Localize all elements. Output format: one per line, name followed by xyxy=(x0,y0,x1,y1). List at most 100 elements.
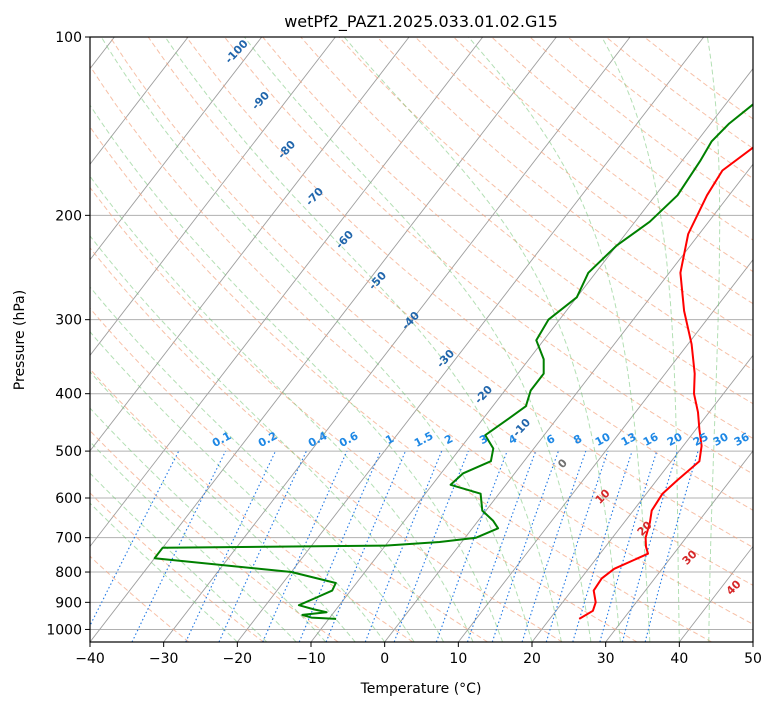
mixing-ratio-line xyxy=(599,450,658,642)
moist-adiabat-line xyxy=(90,371,356,642)
x-tick-label: 40 xyxy=(670,651,688,667)
isotherm-line xyxy=(90,37,557,642)
dry-adiabat-lines xyxy=(90,37,753,642)
mixing-ratio-label: 30 xyxy=(711,430,731,449)
mixing-ratio-line xyxy=(90,450,180,627)
moist-adiabat-line xyxy=(90,286,415,642)
x-tick-label: 30 xyxy=(597,651,615,667)
y-tick-label: 300 xyxy=(55,313,82,329)
dry-adiabat-label: -100 xyxy=(222,37,251,66)
y-axis-label: Pressure (hPa) xyxy=(12,290,28,390)
dry-adiabat-label: -30 xyxy=(434,347,457,371)
x-tick-label: −10 xyxy=(296,651,326,667)
x-axis-label: Temperature (°C) xyxy=(360,681,482,697)
mixing-ratio-line xyxy=(491,450,559,642)
mixing-ratio-line xyxy=(466,450,537,642)
isotherm-line xyxy=(752,641,753,642)
mixing-ratio-line xyxy=(262,450,348,642)
dry-adiabat-line xyxy=(529,37,753,210)
x-tick-label: −40 xyxy=(75,651,105,667)
dry-adiabat-line xyxy=(376,37,753,338)
y-tick-label: 500 xyxy=(55,444,82,460)
isotherm-line xyxy=(384,163,753,642)
mixing-ratio-label: 0.4 xyxy=(306,429,330,450)
isotherm-line xyxy=(605,450,753,642)
y-tick-label: 100 xyxy=(55,30,82,46)
chart-title: wetPf2_PAZ1.2025.033.01.02.G15 xyxy=(284,12,558,32)
x-tick-label: −30 xyxy=(149,651,179,667)
isotherm-line xyxy=(531,354,753,642)
isotherm-lines xyxy=(90,37,753,642)
moist-adiabat-line xyxy=(90,472,268,642)
moist-adiabat-line xyxy=(343,37,621,642)
moist-adiabat-line xyxy=(706,37,721,642)
temperature-line xyxy=(578,146,753,620)
y-tick-label: 900 xyxy=(55,595,82,611)
mixing-ratio-label: 0.6 xyxy=(337,429,361,450)
y-tick-label: 700 xyxy=(55,531,82,547)
dry-adiabat-line xyxy=(90,492,264,642)
isotherm-line xyxy=(90,37,336,357)
dry-adiabat-line xyxy=(567,37,753,180)
moist-adiabat-lines xyxy=(90,37,721,642)
isotherm-line xyxy=(90,37,410,452)
dry-adiabat-line xyxy=(90,368,414,642)
mixing-ratio-label: 2 xyxy=(442,432,455,447)
moist-adiabat-line xyxy=(164,37,562,642)
moist-adiabat-line xyxy=(90,104,503,642)
dry-adiabat-line xyxy=(90,186,638,642)
x-tick-label: 0 xyxy=(380,651,389,667)
dry-adiabat-line xyxy=(262,37,753,440)
y-tick-label: 1000 xyxy=(46,622,82,638)
mixing-ratio-line xyxy=(521,450,587,642)
y-tick-label: 200 xyxy=(55,208,82,224)
y-tick-label: 600 xyxy=(55,491,82,507)
line-labels: -100-90-80-70-60-50-40-30-20-10010203040… xyxy=(210,37,752,598)
moist-adiabat-line xyxy=(90,330,386,642)
mixing-ratio-line xyxy=(435,450,508,642)
moist-adiabat-line xyxy=(90,235,445,642)
mixing-ratio-label: 1 xyxy=(383,432,396,447)
mixing-ratio-line xyxy=(621,450,678,642)
x-tick-label: −20 xyxy=(223,651,253,667)
dry-adiabat-label: -90 xyxy=(249,89,272,113)
dry-adiabat-line xyxy=(147,37,753,548)
moist-adiabat-line xyxy=(468,37,651,642)
mixing-ratio-label: 10 xyxy=(593,430,613,449)
isotherm-line xyxy=(90,37,484,548)
mixing-ratio-label: 8 xyxy=(571,432,584,447)
dry-adiabat-label: -20 xyxy=(472,383,495,407)
dry-adiabat-label: -40 xyxy=(399,309,422,333)
dry-adiabat-line xyxy=(453,37,753,273)
dry-adiabat-line xyxy=(109,37,753,586)
mixing-ratio-line xyxy=(644,450,699,642)
plot-frame xyxy=(89,36,754,643)
plot-area: -100-90-80-70-60-50-40-30-20-10010203040… xyxy=(90,37,753,642)
mixing-ratio-line xyxy=(545,450,609,642)
x-tick-label: 20 xyxy=(523,651,541,667)
x-tick-label: 50 xyxy=(744,651,762,667)
dry-adiabat-line xyxy=(414,37,753,305)
moist-adiabat-label: 10 xyxy=(593,486,613,506)
dry-adiabat-label: -60 xyxy=(333,228,356,252)
dry-adiabat-label: -70 xyxy=(303,185,326,209)
mixing-ratio-label: 13 xyxy=(619,430,639,449)
isotherm-line xyxy=(90,37,189,165)
moist-adiabat-label: 20 xyxy=(635,518,655,538)
mixing-ratio-line xyxy=(393,450,469,642)
mixing-ratio-label: 16 xyxy=(641,430,661,449)
dry-adiabat-line xyxy=(643,37,753,120)
dry-adiabat-label: -50 xyxy=(366,269,389,293)
dry-adiabat-line xyxy=(90,65,753,625)
moist-adiabat-line xyxy=(100,37,533,642)
mixing-ratio-line xyxy=(364,450,443,642)
moist-adiabat-line xyxy=(90,440,297,642)
y-tick-label: 400 xyxy=(55,387,82,403)
moist-adiabat-line xyxy=(244,37,592,642)
moist-adiabat-label: 30 xyxy=(680,547,700,567)
dry-adiabat-line xyxy=(90,307,488,642)
pressure-gridlines xyxy=(90,37,753,630)
mixing-ratio-line xyxy=(131,450,227,642)
mixing-ratio-label: 0.1 xyxy=(210,429,233,450)
